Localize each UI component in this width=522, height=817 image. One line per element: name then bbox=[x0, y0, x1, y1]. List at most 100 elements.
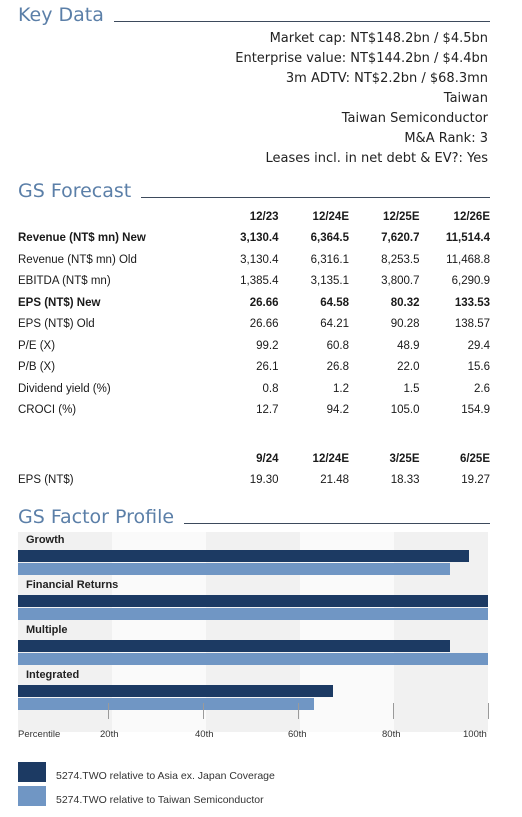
axis-tick-label: 100th bbox=[463, 729, 487, 740]
forecast-row: EBITDA (NT$ mn) 1,385.4 3,135.1 3,800.7 6,29… bbox=[18, 271, 490, 293]
forecast-cell: 6,290.9 bbox=[451, 275, 490, 288]
forecast-cell: 3,130.4 bbox=[240, 253, 279, 266]
factor-bar bbox=[18, 563, 451, 575]
axis-title: Percentile bbox=[18, 729, 61, 740]
key-data-title: Key Data bbox=[18, 4, 104, 26]
forecast-header-cell: 12/26E bbox=[453, 210, 490, 223]
factor-profile-chart: Growth Financial Returns Multiple Integrate… bbox=[18, 532, 488, 732]
forecast-cell: 26.1 bbox=[256, 361, 279, 374]
factor-bar bbox=[18, 608, 488, 620]
forecast-cell: 29.4 bbox=[467, 339, 490, 352]
factor-bar bbox=[18, 653, 488, 665]
forecast-row: Dividend yield (%) 0.8 1.2 1.5 2.6 bbox=[18, 378, 490, 400]
factor-bar bbox=[18, 550, 470, 562]
forecast-row: CROCI (%) 12.7 94.2 105.0 154.9 bbox=[18, 400, 490, 422]
factor-bar bbox=[18, 595, 488, 607]
quarterly-header-cell: 3/25E bbox=[389, 452, 420, 465]
quarterly-eps-value: 19.30 bbox=[249, 474, 279, 487]
forecast-header-cell: 12/24E bbox=[312, 210, 349, 223]
forecast-table: 12/23 12/24E 12/25E 12/26E Revenue (NT$ … bbox=[18, 206, 490, 421]
forecast-body: Revenue (NT$ mn) New 3,130.4 6,364.5 7,620.… bbox=[18, 228, 490, 422]
adtv-line: 3m ADTV: NT$2.2bn / $68.3mn bbox=[285, 71, 488, 86]
forecast-cell: 1.2 bbox=[333, 382, 349, 395]
key-data-heading: Key Data bbox=[18, 6, 490, 25]
forecast-cell: 80.32 bbox=[390, 296, 420, 309]
forecast-cell: 48.9 bbox=[397, 339, 420, 352]
factor-category-label: Multiple bbox=[26, 624, 68, 636]
forecast-cell: 99.2 bbox=[256, 339, 279, 352]
forecast-cell: 2.6 bbox=[474, 382, 490, 395]
forecast-cell: 3,800.7 bbox=[381, 275, 420, 288]
factor-profile-heading: GS Factor Profile bbox=[18, 508, 490, 527]
factor-bar bbox=[18, 640, 451, 652]
forecast-cell: 138.57 bbox=[454, 318, 490, 331]
forecast-cell: 11,514.4 bbox=[445, 232, 490, 245]
axis-tick bbox=[203, 703, 204, 719]
factor-profile-title: GS Factor Profile bbox=[18, 506, 175, 528]
forecast-cell: 7,620.7 bbox=[381, 232, 420, 245]
forecast-row: EPS (NT$) Old 26.66 64.21 90.28 138.57 bbox=[18, 314, 490, 336]
forecast-cell: 1.5 bbox=[403, 382, 420, 395]
quarterly-eps-label: EPS (NT$) bbox=[18, 474, 74, 487]
forecast-row-label: P/B (X) bbox=[18, 361, 56, 374]
forecast-cell: 22.0 bbox=[397, 361, 420, 374]
quarterly-header-cell: 12/24E bbox=[312, 452, 349, 465]
key-data-rule bbox=[113, 21, 490, 22]
factor-bar bbox=[18, 685, 333, 697]
forecast-row: Revenue (NT$ mn) New 3,130.4 6,364.5 7,620.… bbox=[18, 228, 490, 250]
axis-tick-label: 20th bbox=[100, 729, 119, 740]
quarterly-eps-value: 19.27 bbox=[461, 474, 490, 487]
quarterly-eps-value: 18.33 bbox=[390, 474, 420, 487]
forecast-row-label: Revenue (NT$ mn) Old bbox=[18, 253, 137, 266]
forecast-cell: 11,468.8 bbox=[446, 253, 490, 266]
quarterly-eps-value: 21.48 bbox=[320, 474, 349, 487]
forecast-cell: 8,253.5 bbox=[381, 253, 420, 266]
axis-tick bbox=[298, 703, 299, 719]
axis-tick bbox=[393, 703, 394, 719]
forecast-row-label: EPS (NT$) New bbox=[18, 296, 101, 309]
legend-swatch-light bbox=[18, 786, 46, 806]
forecast-cell: 105.0 bbox=[390, 404, 420, 417]
forecast-cell: 12.7 bbox=[256, 404, 279, 417]
forecast-cell: 0.8 bbox=[262, 382, 279, 395]
factor-category-label: Integrated bbox=[26, 669, 80, 681]
factor-bar bbox=[18, 698, 315, 710]
forecast-cell: 26.66 bbox=[249, 318, 279, 331]
forecast-row-label: Revenue (NT$ mn) New bbox=[18, 232, 146, 245]
forecast-cell: 26.8 bbox=[326, 361, 349, 374]
forecast-cell: 26.66 bbox=[249, 296, 279, 309]
forecast-row: Revenue (NT$ mn) Old 3,130.4 6,316.1 8,253.… bbox=[18, 249, 490, 271]
forecast-row-label: Dividend yield (%) bbox=[18, 382, 111, 395]
gs-forecast-title: GS Forecast bbox=[18, 180, 132, 202]
quarterly-header-row: 9/24 12/24E 3/25E 6/25E bbox=[18, 448, 490, 470]
forecast-cell: 133.53 bbox=[454, 296, 490, 309]
enterprise-value-line: Enterprise value: NT$144.2bn / $4.4bn bbox=[235, 51, 488, 66]
forecast-row-label: P/E (X) bbox=[18, 339, 56, 352]
quarterly-table: 9/24 12/24E 3/25E 6/25E EPS (NT$) 19.30 … bbox=[18, 448, 490, 491]
ma-rank-line: M&A Rank: 3 bbox=[404, 131, 488, 146]
forecast-cell: 15.6 bbox=[467, 361, 490, 374]
factor-category-label: Financial Returns bbox=[26, 579, 119, 591]
forecast-cell: 6,364.5 bbox=[310, 232, 349, 245]
chart-band bbox=[300, 532, 394, 732]
factor-category-label: Growth bbox=[26, 534, 65, 546]
country-line: Taiwan bbox=[443, 91, 488, 106]
forecast-row: EPS (NT$) New 26.66 64.58 80.32 133.53 bbox=[18, 292, 490, 314]
factor-profile-rule bbox=[184, 523, 490, 524]
forecast-cell: 64.21 bbox=[320, 318, 349, 331]
quarterly-header-cell: 9/24 bbox=[256, 452, 279, 465]
quarterly-header-cell: 6/25E bbox=[459, 452, 490, 465]
quarterly-eps-row: EPS (NT$) 19.30 21.48 18.33 19.27 bbox=[18, 470, 490, 492]
legend-swatch-dark bbox=[18, 762, 46, 782]
forecast-cell: 60.8 bbox=[326, 339, 349, 352]
forecast-cell: 6,316.1 bbox=[310, 253, 349, 266]
forecast-header-blank bbox=[18, 206, 208, 228]
legend-label-asia: 5274.TWO relative to Asia ex. Japan Cove… bbox=[56, 770, 275, 782]
legend-label-taiwan: 5274.TWO relative to Taiwan Semiconducto… bbox=[56, 794, 264, 806]
leases-line: Leases incl. in net debt & EV?: Yes bbox=[265, 151, 489, 166]
forecast-header-row: 12/23 12/24E 12/25E 12/26E bbox=[18, 206, 490, 228]
axis-tick-label: 80th bbox=[382, 729, 401, 740]
forecast-cell: 90.28 bbox=[390, 318, 420, 331]
axis-tick bbox=[488, 703, 489, 719]
forecast-cell: 94.2 bbox=[326, 404, 349, 417]
